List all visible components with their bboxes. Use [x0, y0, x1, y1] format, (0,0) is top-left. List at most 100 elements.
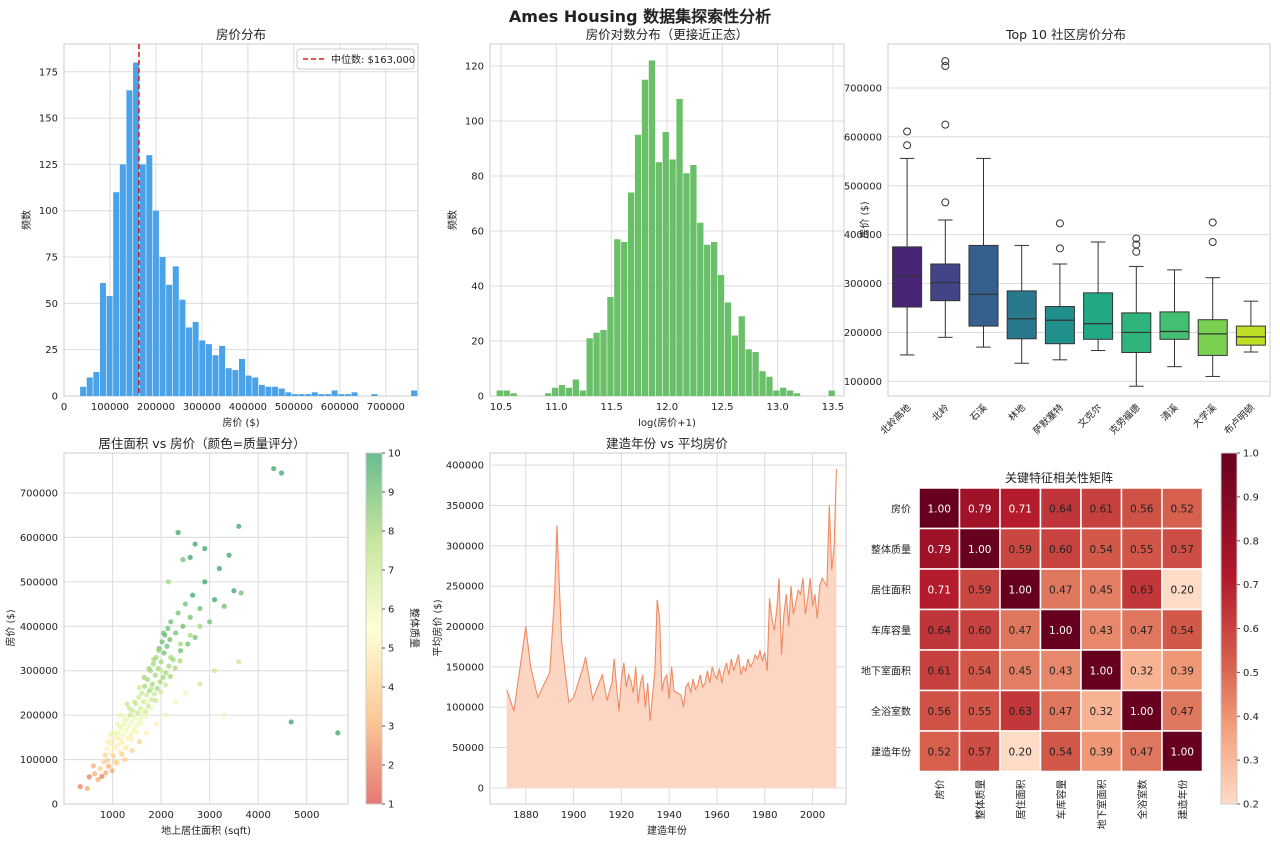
histogram-bar — [272, 386, 279, 396]
heatmap-value: 0.20 — [1171, 584, 1194, 596]
heatmap-value: 0.59 — [1009, 544, 1032, 556]
x-tick-label: 13.5 — [822, 402, 844, 413]
heatmap-col-label: 车库容量 — [1055, 780, 1068, 820]
y-tick-label: 0 — [478, 783, 484, 794]
scatter-point — [122, 756, 128, 763]
colorbar-tick-label: 10 — [388, 449, 401, 460]
scatter-point — [185, 641, 191, 647]
y-tick-label: 0 — [52, 800, 58, 811]
heatmap-value: 0.52 — [928, 746, 951, 758]
histogram-bar — [126, 90, 133, 396]
scatter-point — [106, 763, 112, 769]
heatmap-cell — [1039, 608, 1082, 651]
outlier-point — [1208, 218, 1217, 227]
scatter-point — [168, 654, 174, 660]
scatter-point — [167, 637, 173, 643]
scatter-point — [175, 610, 181, 616]
heatmap-colorbar — [1220, 452, 1238, 805]
y-tick-label: 700000 — [844, 84, 882, 95]
box-iqr — [1083, 292, 1114, 340]
x-tick-label: 1880 — [513, 810, 538, 821]
scatter-point — [153, 697, 159, 704]
colorbar-tick-label: 0.6 — [1243, 624, 1259, 635]
scatter-point — [211, 597, 218, 603]
scatter-point — [190, 592, 196, 598]
histogram-bar — [683, 173, 690, 396]
histogram-bar — [179, 299, 186, 396]
heatmap-value: 1.00 — [1171, 746, 1194, 758]
box-3 — [968, 157, 999, 348]
scatter-point — [139, 708, 145, 714]
scatter-point — [121, 721, 127, 727]
histogram-bar — [119, 164, 126, 396]
scatter-point — [149, 681, 155, 687]
heatmap-row-label: 居住面积 — [871, 583, 911, 596]
outlier-point — [941, 198, 950, 207]
heatmap-cell — [1039, 689, 1082, 732]
histogram-bar — [232, 370, 239, 396]
heatmap-cell — [1080, 568, 1123, 611]
histogram-bar — [225, 368, 232, 396]
histogram-bar — [252, 377, 259, 396]
colorbar-tick-label: 0.4 — [1243, 712, 1259, 723]
histogram-bar — [565, 387, 573, 396]
y-tick-label: 500000 — [844, 181, 882, 192]
x-tick-label: 2000 — [148, 810, 173, 821]
outlier-point — [1055, 244, 1064, 253]
box-iqr — [1006, 290, 1037, 340]
scatter-point — [110, 753, 117, 759]
heatmap-value: 0.47 — [1130, 746, 1153, 758]
y-tick-label: 400000 — [844, 230, 882, 241]
price-histogram-panel: 房价分布 房价 ($) 频数 0 100000 200000 300000 400000… — [20, 27, 419, 429]
x-tick-label: 11.0 — [545, 402, 567, 413]
scatter-point — [146, 665, 152, 672]
scatter-point — [221, 603, 227, 609]
scatter-point — [138, 720, 144, 726]
histogram-bar — [318, 394, 325, 396]
x-tick-label: 文克尔 — [1076, 401, 1105, 430]
histogram-bar — [551, 387, 559, 396]
scatter-point — [109, 738, 116, 744]
axes-frame — [489, 452, 847, 805]
box-iqr — [1235, 325, 1266, 346]
box-9 — [1197, 218, 1228, 377]
scatter-point — [211, 668, 218, 674]
scatter-point — [148, 705, 154, 712]
heatmap-row-label: 全浴室数 — [871, 705, 911, 718]
scatter-point — [177, 641, 184, 647]
box-iqr — [968, 244, 999, 327]
histogram-bar — [99, 282, 106, 396]
scatter-point — [161, 650, 167, 656]
scatter-point — [202, 579, 208, 585]
heatmap-cell — [958, 568, 1001, 611]
scatter-point — [167, 673, 173, 680]
area-fill — [506, 469, 837, 788]
heatmap-value: 0.45 — [1009, 665, 1032, 677]
heatmap-value: 0.59 — [968, 584, 991, 596]
histogram-bar — [641, 79, 649, 396]
heatmap-col-label: 整体质量 — [974, 780, 987, 820]
scatter-point — [102, 752, 108, 758]
x-tick-label: 600000 — [321, 402, 359, 413]
scatter-point — [163, 670, 169, 676]
y-tick-label: 125 — [39, 160, 58, 171]
heatmap-cell — [999, 487, 1042, 530]
histogram-bar — [291, 394, 298, 396]
heatmap-col-label: 建造年份 — [1176, 780, 1189, 820]
scatter-point — [136, 694, 142, 700]
scatter-point — [86, 774, 92, 780]
heatmap-value: 0.47 — [1009, 625, 1032, 637]
heatmap-value: 0.57 — [968, 746, 991, 758]
heatmap-value: 0.55 — [1130, 544, 1153, 556]
scatter-point — [143, 699, 150, 705]
scatter-point — [119, 751, 125, 757]
scatter-point — [158, 668, 164, 674]
y-tick-label: 100000 — [844, 377, 882, 388]
histogram-bar — [704, 244, 711, 396]
x-tick-label: 林地 — [1006, 401, 1028, 423]
colorbar-tick-label: 1 — [388, 800, 394, 811]
heatmap-cell — [918, 649, 961, 692]
x-tick-label: 布卢明顿 — [1222, 401, 1258, 437]
heatmap-value: 1.00 — [928, 503, 951, 515]
heatmap-cell — [1120, 608, 1163, 651]
